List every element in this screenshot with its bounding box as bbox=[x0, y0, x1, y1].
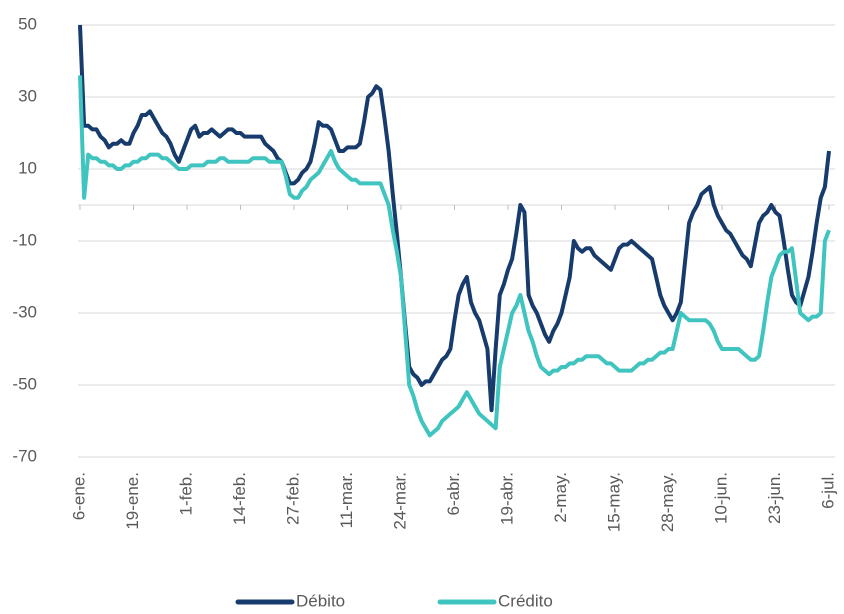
x-tick-label: 14-feb. bbox=[230, 472, 249, 525]
line-series bbox=[78, 75, 831, 438]
y-tick-label: -10 bbox=[12, 230, 37, 249]
x-tick-label: 23-jun. bbox=[765, 472, 784, 524]
x-tick-label: 2-may. bbox=[551, 472, 570, 523]
legend-label: Débito bbox=[296, 591, 345, 610]
y-tick-label: 30 bbox=[18, 86, 37, 105]
x-tick-label: 19-ene. bbox=[123, 472, 142, 530]
x-tick-label: 6-ene. bbox=[69, 472, 88, 520]
x-tick-label: 15-may. bbox=[604, 472, 623, 532]
x-tick-label: 1-feb. bbox=[176, 472, 195, 515]
x-tick-label: 27-feb. bbox=[283, 472, 302, 525]
y-tick-label: 10 bbox=[18, 158, 37, 177]
line-series bbox=[78, 24, 831, 413]
x-tick-label: 24-mar. bbox=[390, 472, 409, 530]
x-tick-label: 28-may. bbox=[658, 472, 677, 532]
x-tick-label: 11-mar. bbox=[337, 472, 356, 528]
x-tick-label: 19-abr. bbox=[497, 472, 516, 525]
x-tick-label: 10-jun. bbox=[711, 472, 730, 524]
x-tick-label: 6-abr. bbox=[444, 472, 463, 515]
y-tick-label: 50 bbox=[18, 14, 37, 33]
y-tick-label: -50 bbox=[12, 374, 37, 393]
legend-label: Crédito bbox=[498, 591, 553, 610]
y-tick-label: -70 bbox=[12, 446, 37, 465]
x-tick-label: 6-jul. bbox=[818, 472, 837, 509]
y-tick-label: -30 bbox=[12, 302, 37, 321]
